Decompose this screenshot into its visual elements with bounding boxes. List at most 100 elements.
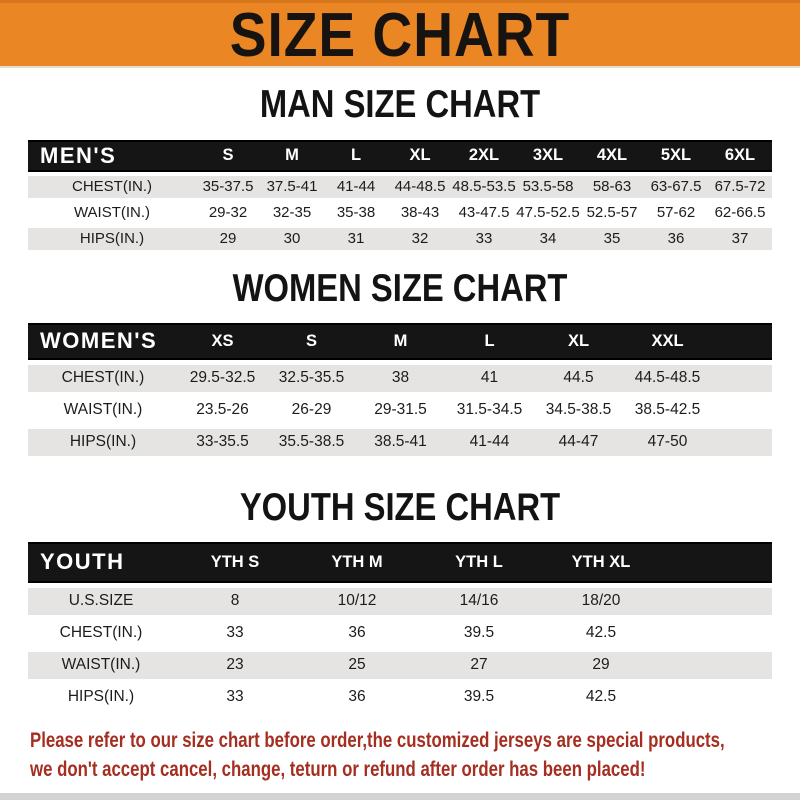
size-value: 23 [174, 651, 296, 679]
row-label: HIPS(IN.) [28, 683, 174, 711]
column-header: 4XL [580, 139, 644, 172]
column-header: S [196, 139, 260, 172]
size-value: 30 [260, 227, 324, 250]
table-row: WAIST(IN.) 29-32 32-35 35-38 38-43 43-47.5 47.… [28, 201, 772, 224]
table-header-row: YOUTH YTH S YTH M YTH L YTH XL [28, 541, 772, 583]
size-value: 47.5-52.5 [516, 201, 580, 224]
size-value: 31.5-34.5 [445, 396, 534, 424]
youth-section-title: YOUTH SIZE CHART [239, 485, 561, 529]
table-row: WAIST(IN.) 23 25 27 29 [28, 651, 772, 679]
size-value: 26-29 [267, 396, 356, 424]
column-header: 6XL [708, 139, 772, 172]
size-value: 35 [580, 227, 644, 250]
women-size-table: WOMEN'S XS S M L XL XXL CHEST(IN.) 29.5-32.5 32.5… [28, 318, 772, 461]
table-header-row: MEN'S S M L XL 2XL 3XL 4XL 5XL 6XL [28, 139, 772, 172]
size-value: 33 [174, 619, 296, 647]
column-header: 3XL [516, 139, 580, 172]
size-value: 58-63 [580, 175, 644, 198]
size-value: 57-62 [644, 201, 708, 224]
size-value: 35-37.5 [196, 175, 260, 198]
banner: SIZE CHART [0, 0, 800, 68]
column-header: 5XL [644, 139, 708, 172]
footer-note: Please refer to our size chart before or… [0, 727, 800, 785]
column-header: S [267, 322, 356, 360]
table-group-label: YOUTH [28, 541, 174, 583]
size-value: 53.5-58 [516, 175, 580, 198]
size-value: 35.5-38.5 [267, 428, 356, 456]
row-label: WAIST(IN.) [28, 396, 178, 424]
row-spacer [712, 428, 772, 456]
size-value: 44-47 [534, 428, 623, 456]
size-value: 36 [644, 227, 708, 250]
size-value: 52.5-57 [580, 201, 644, 224]
size-value: 47-50 [623, 428, 712, 456]
size-value: 44.5 [534, 364, 623, 392]
size-value: 41-44 [324, 175, 388, 198]
table-row: U.S.SIZE 8 10/12 14/16 18/20 [28, 587, 772, 615]
column-header: YTH S [174, 541, 296, 583]
size-value: 37.5-41 [260, 175, 324, 198]
table-group-label: WOMEN'S [28, 322, 178, 360]
size-value: 33-35.5 [178, 428, 267, 456]
size-value: 48.5-53.5 [452, 175, 516, 198]
column-header: XXL [623, 322, 712, 360]
size-value: 63-67.5 [644, 175, 708, 198]
row-spacer [662, 683, 772, 711]
size-value: 33 [452, 227, 516, 250]
size-value: 39.5 [418, 619, 540, 647]
banner-title: SIZE CHART [229, 0, 571, 69]
section-youth: YOUTH SIZE CHART YOUTH YTH S YTH M YTH L YTH… [0, 485, 800, 716]
size-value: 18/20 [540, 587, 662, 615]
header-spacer [662, 541, 772, 583]
row-label: CHEST(IN.) [28, 364, 178, 392]
size-value: 29 [196, 227, 260, 250]
size-value: 37 [708, 227, 772, 250]
footer-note-line2: we don't accept cancel, change, teturn o… [30, 757, 646, 781]
table-row: HIPS(IN.) 33 36 39.5 42.5 [28, 683, 772, 711]
size-value: 39.5 [418, 683, 540, 711]
header-spacer [712, 322, 772, 360]
row-spacer [662, 619, 772, 647]
size-value: 38-43 [388, 201, 452, 224]
size-value: 31 [324, 227, 388, 250]
table-group-label: MEN'S [28, 139, 196, 172]
size-value: 29-31.5 [356, 396, 445, 424]
size-value: 44-48.5 [388, 175, 452, 198]
size-value: 35-38 [324, 201, 388, 224]
column-header: L [324, 139, 388, 172]
size-value: 36 [296, 683, 418, 711]
column-header: XL [388, 139, 452, 172]
footer-note-line1: Please refer to our size chart before or… [30, 728, 725, 752]
youth-size-table: YOUTH YTH S YTH M YTH L YTH XL U.S.SIZE 8 10/12… [28, 537, 772, 716]
row-spacer [662, 587, 772, 615]
section-women: WOMEN SIZE CHART WOMEN'S XS S M L XL XXL CHEST(… [0, 266, 800, 461]
column-header: YTH XL [540, 541, 662, 583]
column-header: YTH M [296, 541, 418, 583]
size-value: 29-32 [196, 201, 260, 224]
column-header: L [445, 322, 534, 360]
size-value: 42.5 [540, 683, 662, 711]
row-label: HIPS(IN.) [28, 428, 178, 456]
size-value: 29 [540, 651, 662, 679]
row-spacer [712, 396, 772, 424]
size-value: 32.5-35.5 [267, 364, 356, 392]
women-section-title: WOMEN SIZE CHART [232, 266, 568, 310]
size-value: 38.5-41 [356, 428, 445, 456]
size-value: 34 [516, 227, 580, 250]
row-spacer [662, 651, 772, 679]
size-value: 33 [174, 683, 296, 711]
men-size-table: MEN'S S M L XL 2XL 3XL 4XL 5XL 6XL CHEST(IN.) 35-37… [28, 136, 772, 254]
size-value: 25 [296, 651, 418, 679]
size-value: 23.5-26 [178, 396, 267, 424]
row-label: CHEST(IN.) [28, 619, 174, 647]
column-header: M [260, 139, 324, 172]
row-label: WAIST(IN.) [28, 651, 174, 679]
table-row: CHEST(IN.) 29.5-32.5 32.5-35.5 38 41 44.5 44.5… [28, 364, 772, 392]
size-value: 62-66.5 [708, 201, 772, 224]
bottom-edge-strip [0, 793, 800, 800]
size-value: 32-35 [260, 201, 324, 224]
size-value: 41 [445, 364, 534, 392]
section-men: MAN SIZE CHART MEN'S S M L XL 2XL 3XL 4XL 5XL 6XL… [0, 84, 800, 254]
table-header-row: WOMEN'S XS S M L XL XXL [28, 322, 772, 360]
